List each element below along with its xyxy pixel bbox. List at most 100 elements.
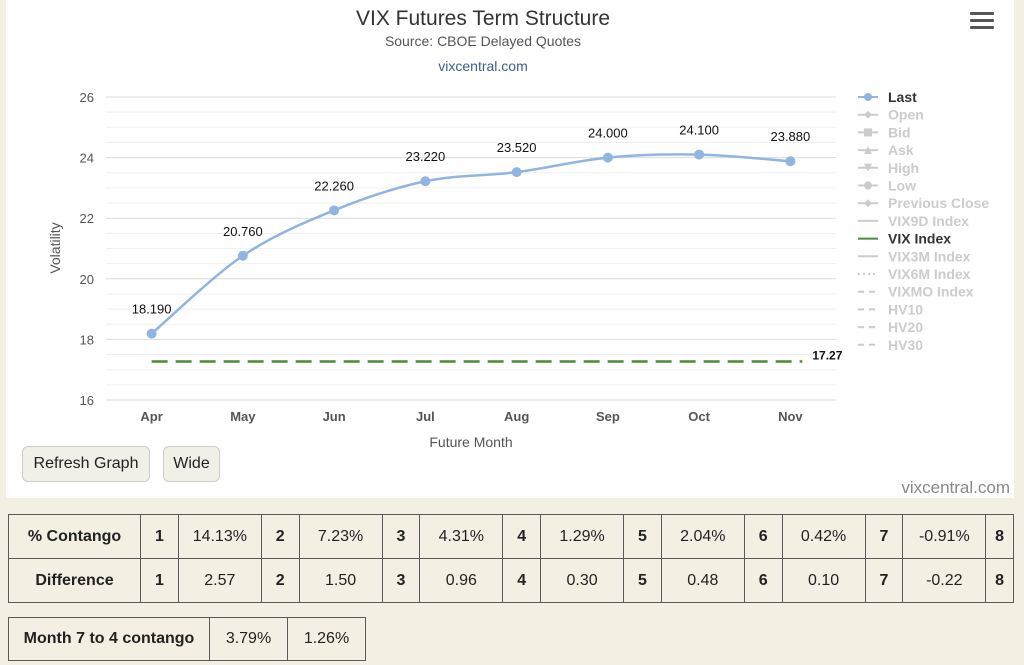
month-index-cell: 3: [381, 558, 421, 603]
legend-label: HV10: [888, 301, 923, 317]
data-label: 23.220: [405, 149, 445, 164]
legend-item[interactable]: VIX9D Index: [858, 213, 969, 229]
legend-item[interactable]: VIX Index: [858, 231, 951, 247]
legend-label: VIX6M Index: [888, 266, 971, 282]
legend-item[interactable]: HV30: [858, 337, 923, 353]
month-index-cell: 6: [743, 558, 783, 603]
legend-circle-icon: [864, 181, 872, 190]
month-index-cell: 4: [502, 558, 542, 603]
legend-item[interactable]: Ask: [858, 142, 914, 158]
chart-menu-icon[interactable]: [970, 12, 994, 34]
vix-index-label: 17.27: [812, 349, 842, 363]
y-tick-label: 16: [80, 393, 94, 408]
table-row: % Contango 1 14.13% 2 7.23% 3 4.31% 4 1.29% 5 2.04…: [7, 514, 1014, 559]
legend-label: VIX Index: [888, 231, 951, 247]
x-tick-label: Jun: [323, 409, 346, 424]
legend-label: Previous Close: [888, 195, 989, 211]
month-index-cell: 8: [985, 514, 1014, 559]
legend-item[interactable]: Previous Close: [858, 195, 989, 211]
legend-label: Open: [888, 107, 924, 123]
value-cell: 0.48: [660, 558, 745, 603]
month-index-cell: 3: [381, 514, 421, 559]
y-tick-label: 24: [80, 151, 94, 166]
legend-item[interactable]: VIXMO Index: [858, 284, 974, 300]
chart-title: VIX Futures Term Structure: [356, 7, 610, 30]
month-contango-value: 1.26%: [287, 617, 366, 661]
x-tick-label: Nov: [778, 409, 803, 424]
data-label: 23.520: [497, 140, 537, 155]
legend-item[interactable]: Bid: [858, 124, 911, 140]
chart-subtitle: Source: CBOE Delayed Quotes: [385, 33, 581, 49]
table-row: Month 7 to 4 contango 3.79% 1.26%: [8, 617, 366, 661]
legend-item[interactable]: VIX3M Index: [858, 248, 971, 264]
last-series-point: [420, 176, 431, 187]
data-label: 20.760: [223, 224, 263, 239]
contango-table: % Contango 1 14.13% 2 7.23% 3 4.31% 4 1.29% 5 2.04…: [7, 514, 1014, 603]
value-cell: 2.04%: [660, 514, 745, 559]
row-label: Difference: [7, 558, 142, 603]
term-structure-chart: VIX Futures Term Structure Source: CBOE …: [47, 7, 989, 450]
last-series-line: [150, 153, 791, 335]
month-index-cell: 4: [502, 514, 542, 559]
month-index-cell: 7: [864, 514, 904, 559]
last-series-point: [602, 152, 613, 163]
chart-credit-link[interactable]: vixcentral.com: [438, 58, 527, 74]
value-cell: 0.96: [419, 558, 504, 603]
value-cell: 1.29%: [540, 514, 625, 559]
legend-label: HV30: [888, 337, 923, 353]
month-contango-label: Month 7 to 4 contango: [8, 617, 210, 661]
month-index-cell: 5: [623, 558, 662, 603]
legend-square-icon: [864, 128, 872, 137]
value-cell: -0.22: [902, 558, 987, 603]
x-tick-label: Apr: [140, 409, 162, 424]
legend-item[interactable]: Last: [858, 89, 917, 105]
legend-triangle-down-icon: [864, 163, 872, 172]
legend-item[interactable]: VIX6M Index: [858, 266, 971, 282]
legend-label: Ask: [888, 142, 914, 158]
x-tick-label: Sep: [596, 409, 620, 424]
value-cell: 2.57: [177, 558, 262, 603]
month-contango-value: 3.79%: [209, 617, 288, 661]
y-axis-title: Volatility: [47, 222, 63, 273]
legend-circle-icon: [864, 93, 872, 101]
value-cell: 4.31%: [419, 514, 504, 559]
table-row: Difference 1 2.57 2 1.50 3 0.96 4 0.30 5 0.48 6 0.10…: [7, 558, 1014, 603]
month-index-cell: 5: [623, 514, 662, 559]
legend-triangle-icon: [864, 146, 872, 155]
legend-item[interactable]: HV20: [858, 319, 923, 335]
y-tick-label: 20: [80, 272, 94, 287]
x-tick-label: Aug: [504, 409, 529, 424]
value-cell: -0.91%: [902, 514, 987, 559]
last-series-point: [329, 205, 340, 216]
value-cell: 7.23%: [298, 514, 383, 559]
value-cell: 0.10: [781, 558, 866, 603]
month-contango-table: Month 7 to 4 contango 3.79% 1.26%: [8, 617, 366, 661]
y-tick-label: 22: [80, 211, 94, 226]
data-label: 22.260: [314, 178, 354, 193]
legend-label: Last: [888, 89, 917, 105]
y-tick-label: 26: [80, 90, 94, 105]
wide-button[interactable]: Wide: [163, 446, 220, 482]
legend-diamond-icon: [864, 110, 872, 119]
site-credit[interactable]: vixcentral.com: [901, 478, 1010, 497]
refresh-graph-button[interactable]: Refresh Graph: [22, 446, 150, 482]
chart-panel: VIX Futures Term Structure Source: CBOE …: [6, 0, 1014, 498]
legend-item[interactable]: HV10: [858, 301, 923, 317]
value-cell: 0.42%: [781, 514, 866, 559]
legend-diamond-icon: [864, 199, 872, 208]
legend-label: VIX3M Index: [888, 248, 971, 264]
data-label: 18.190: [132, 302, 172, 317]
x-tick-label: Jul: [416, 409, 435, 424]
legend-label: HV20: [888, 319, 923, 335]
value-cell: 14.13%: [177, 514, 262, 559]
month-index-cell: 2: [260, 514, 300, 559]
last-series-point: [785, 156, 796, 167]
month-index-cell: 7: [864, 558, 904, 603]
legend-item[interactable]: Open: [858, 107, 924, 123]
legend-label: VIX9D Index: [888, 213, 969, 229]
x-axis-title: Future Month: [429, 434, 512, 450]
legend-item[interactable]: Low: [858, 178, 916, 194]
last-series-point: [146, 328, 157, 339]
month-index-cell: 8: [985, 558, 1014, 603]
legend-item[interactable]: High: [858, 160, 919, 176]
